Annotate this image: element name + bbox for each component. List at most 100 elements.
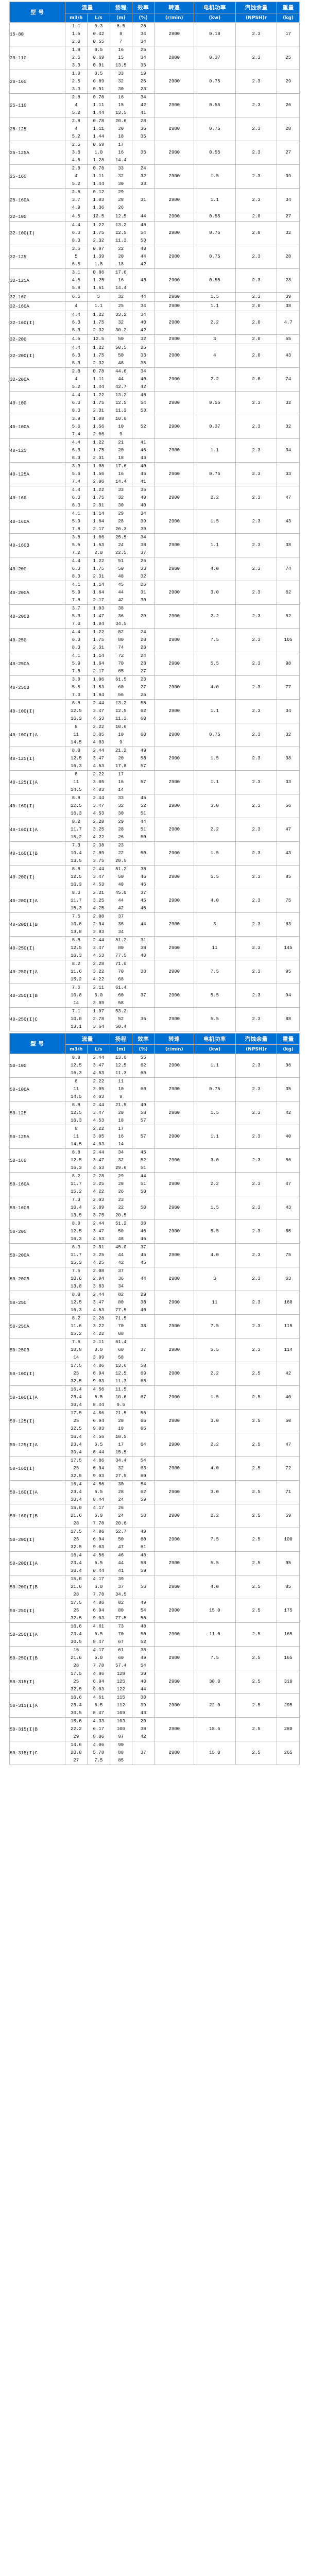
table-row: 50-315(I)B 15.6 22.2 29 4.33 6.17 8.06 103 100 97… <box>9 1717 300 1741</box>
cell-weight: 25 <box>277 46 300 70</box>
cell-efficiency: 38 <box>131 960 155 984</box>
cell-npsh: 2.3 <box>235 1077 278 1101</box>
cell-npsh: 2.3 <box>235 486 278 510</box>
cell-flow-ls: 4.86 6.94 9.03 <box>87 1362 110 1386</box>
cell-weight: 47 <box>277 1433 300 1457</box>
col-unit-weight: (kg) <box>277 1044 300 1054</box>
cell-power: 0.55 <box>194 212 236 222</box>
cell-flow-ls: 0.78 1.11 1.44 <box>87 164 110 189</box>
cell-speed: 2900 <box>154 1362 195 1386</box>
cell-flow-ls: 2.44 3.47 4.53 <box>87 747 110 771</box>
cell-model: 25-110 <box>9 93 65 117</box>
cell-weight: 88 <box>277 1007 300 1031</box>
table-row: 50-125(I)A 16.4 23.4 30.4 4.56 6.5 8.44 18.5 17 1… <box>9 1433 300 1457</box>
cell-head: 71.0 70 68 <box>109 960 132 984</box>
cell-weight: 43 <box>277 1196 300 1220</box>
cell-speed: 2900 <box>154 1717 195 1741</box>
cell-model: 50-160 <box>9 1148 65 1173</box>
cell-npsh: 2.0 <box>235 334 278 344</box>
cell-head: 61 60 57.4 <box>109 1646 132 1670</box>
cell-head: 20.6 20 18 <box>109 117 132 141</box>
cell-head: 46 44 41 <box>109 1551 132 1575</box>
cell-head: 44.6 44 42.7 <box>109 367 132 392</box>
cell-model: 40-200(I)A <box>9 889 65 913</box>
cell-power: 11 <box>194 936 236 960</box>
table-row: 32-160(I) 4.4 6.3 8.3 1.22 1.75 2.32 33.2 32 30.2… <box>9 311 300 335</box>
cell-flow-m3h: 4.4 6.3 8.3 <box>64 438 88 463</box>
cell-model: 40-100A <box>9 415 65 439</box>
cell-weight: 28 <box>277 117 300 141</box>
cell-weight: 74 <box>277 367 300 392</box>
table-row: 40-160(I)A 8.2 11.7 15.2 2.28 3.25 4.22 29 28 26 4… <box>9 818 300 842</box>
cell-model: 40-200 <box>9 557 65 581</box>
cell-model: 32-125 <box>9 245 65 269</box>
cell-flow-m3h: 4.5 <box>64 212 88 222</box>
cell-weight: 56 <box>277 1148 300 1173</box>
cell-efficiency: 57 <box>131 1125 155 1149</box>
cell-head: 53.2 52 50.4 <box>109 1007 132 1031</box>
cell-efficiency: 49 54 56 <box>131 1599 155 1623</box>
table-row: 15-80 1.1 1.5 2.0 0.3 0.42 0.55 8.5 8 7 26 34 34 2800… <box>9 22 300 46</box>
cell-weight: 36 <box>277 1054 300 1078</box>
cell-weight: 17 <box>277 22 300 46</box>
cell-efficiency: 28 36 35 <box>131 117 155 141</box>
cell-power: 3 <box>194 912 236 937</box>
col-unit-flow-m3h: m3/h <box>64 1044 88 1054</box>
cell-weight: 95 <box>277 960 300 984</box>
cell-weight: 40 <box>277 1385 300 1410</box>
cell-model: 32-100 <box>9 212 65 222</box>
col-unit-head: (m) <box>109 1044 132 1054</box>
table-row: 32-100(I) 4.4 6.3 8.3 1.22 1.75 2.32 13.2 12.5 11… <box>9 221 300 245</box>
cell-head: 32 <box>109 292 132 302</box>
cell-weight: 74 <box>277 557 300 581</box>
cell-flow-ls: 2.38 2.89 3.75 <box>87 841 110 866</box>
table-row: 50-200A 8.3 11.7 15.3 2.31 3.25 4.25 45.0 44 42 37… <box>9 1243 300 1267</box>
cell-speed: 2900 <box>154 1101 195 1125</box>
cell-weight: 34 <box>277 438 300 463</box>
cell-weight: 26 <box>277 93 300 117</box>
table-row: 32-125A 3.1 4.5 5.8 0.86 1.25 1.61 17.6 16 14.4 43… <box>9 268 300 293</box>
cell-head: 21.2 20 17.8 <box>109 747 132 771</box>
cell-flow-m3h: 8.3 11.7 15.3 <box>64 1243 88 1267</box>
cell-npsh: 2.3 <box>235 462 278 486</box>
cell-power: 3.0 <box>194 794 236 818</box>
cell-speed: 2900 <box>154 344 195 368</box>
col-header-model: 型 号 <box>9 1033 65 1054</box>
cell-efficiency: 40 44 42 <box>131 245 155 269</box>
cell-head: 10.6 10 9 <box>109 415 132 439</box>
cell-power: 4.0 <box>194 1456 236 1481</box>
cell-head: 90 88 85 <box>109 1741 132 1765</box>
cell-npsh: 2.5 <box>235 1528 278 1552</box>
col-unit-speed: (r/min) <box>154 13 195 23</box>
cell-npsh: 2.3 <box>235 794 278 818</box>
cell-weight: 165 <box>277 1646 300 1670</box>
cell-efficiency: 37 <box>131 984 155 1008</box>
cell-npsh: 2.5 <box>235 1693 278 1718</box>
cell-head: 17 16 14.4 <box>109 141 132 165</box>
cell-model: 40-200A <box>9 581 65 605</box>
cell-speed: 2900 <box>154 1054 195 1078</box>
cell-power: 5.5 <box>194 1338 236 1362</box>
cell-weight: 75 <box>277 1243 300 1267</box>
table-row: 40-250(I)B 7.6 10.8 14 2.11 3.0 3.89 61.4 60 58 37… <box>9 984 300 1008</box>
cell-efficiency: 37 45 45 <box>131 889 155 913</box>
cell-efficiency: 64 <box>131 1433 155 1457</box>
col-header-flow-group: 流量 <box>64 1033 110 1045</box>
cell-head: 13.2 12.5 11.3 <box>109 391 132 415</box>
cell-speed: 2900 <box>154 912 195 937</box>
table-row: 50-250B 7.6 10.8 14 2.11 3.0 3.89 61.4 60 58 37 290… <box>9 1338 300 1362</box>
cell-speed: 2900 <box>154 164 195 189</box>
cell-weight: 295 <box>277 1693 300 1718</box>
col-unit-speed: (r/min) <box>154 1044 195 1054</box>
cell-efficiency: 48 50 52 <box>131 1622 155 1647</box>
cell-speed: 2900 <box>154 936 195 960</box>
cell-speed: 2900 <box>154 367 195 392</box>
cell-flow-ls: 2.44 3.47 4.53 <box>87 1101 110 1125</box>
table-row: 40-200 4.4 6.3 8.3 1.22 1.75 2.31 51 50 48 26 33 32 2… <box>9 557 300 581</box>
cell-speed: 2900 <box>154 1385 195 1410</box>
cell-weight: 85 <box>277 1219 300 1244</box>
cell-npsh: 2.3 <box>235 1243 278 1267</box>
table-row: 20-160 1.8 2.5 3.3 0.5 0.69 0.91 33 32 30 19 25 23 29… <box>9 70 300 94</box>
cell-head: 29 28 26 <box>109 818 132 842</box>
cell-model: 40-100(I)A <box>9 723 65 747</box>
